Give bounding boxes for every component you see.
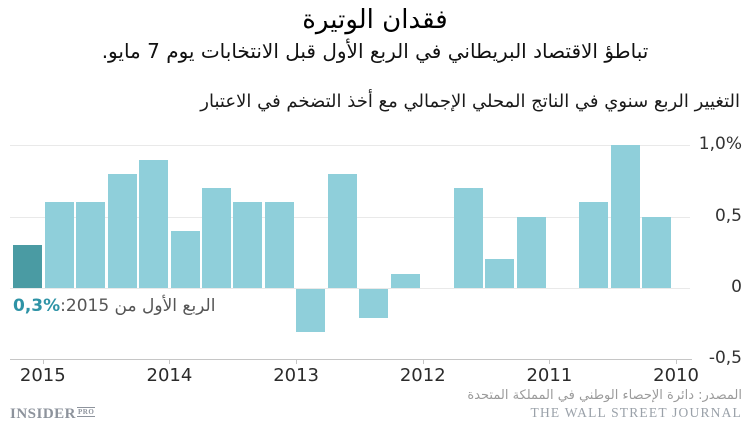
x-axis-tick-2011 (549, 359, 551, 364)
gridline-1,0% (10, 145, 690, 147)
bar-2013-q1 (264, 202, 294, 288)
bar-2013-q4 (170, 230, 200, 288)
x-axis-label-2014: 2014 (146, 365, 193, 386)
x-axis-tick-2013 (296, 359, 298, 364)
bar-2014-q1 (139, 159, 169, 288)
bar-2011-q1 (516, 216, 546, 288)
y-axis-label-0,5: 0,5 (714, 205, 742, 226)
bar-2011-q3 (453, 188, 483, 288)
x-axis-line (10, 359, 692, 361)
x-axis-label-2013: 2013 (273, 365, 319, 386)
annotation-label: الربع الأول من 2015: (60, 296, 216, 316)
x-axis-label-2015: 2015 (19, 365, 66, 386)
gridline-0 (10, 288, 690, 289)
bar-2010-q2 (610, 145, 640, 288)
x-axis-tick-2012 (422, 359, 424, 364)
bar-2012-q3 (327, 173, 357, 288)
y-axis-label--0,5: -0,5 (708, 348, 742, 369)
logo-insider-text: INSIDER (10, 406, 77, 422)
bar-2015-q1 (13, 245, 43, 288)
bar-2012-q2 (359, 289, 389, 318)
bar-2011-q2 (485, 259, 515, 288)
bar-2014-q2 (107, 173, 137, 288)
x-axis-tick-2015 (42, 359, 44, 364)
source-credit: المصدر: دائرة الإحصاء الوطني في المملكة … (467, 388, 742, 403)
bar-2014-q4 (44, 202, 74, 288)
bar-2012-q4 (296, 289, 326, 332)
bar-2013-q3 (202, 188, 231, 288)
wsj-logotype: THE WALL STREET JOURNAL (530, 405, 742, 420)
logo-pro-badge: PRO (77, 407, 96, 417)
x-axis-tick-2010 (676, 359, 678, 364)
chart-description: التغيير الربع سنوي في الناتج المحلي الإج… (200, 91, 740, 112)
bar-2012-q1 (390, 273, 420, 288)
insiderpro-logo: INSIDER PRO (10, 406, 96, 423)
x-axis-label-2011: 2011 (526, 365, 573, 386)
chart-title: فقدان الوتيرة (302, 5, 448, 35)
y-axis-label-1,0%: 1,0% (698, 134, 742, 155)
annotation-value: 0,3% (13, 296, 61, 316)
x-axis-label-2010: 2010 (653, 365, 699, 386)
annotation-q1-2015: 0,3% الربع الأول من 2015: (13, 296, 215, 316)
bar-2014-q3 (76, 202, 106, 288)
bar-2010-q1 (642, 216, 672, 288)
bar-2013-q2 (233, 202, 263, 288)
bar-2010-q3 (579, 202, 609, 288)
x-axis-label-2012: 2012 (399, 365, 446, 386)
x-axis-tick-2014 (169, 359, 171, 364)
chart-subtitle: تباطؤ الاقتصاد البريطاني في الربع الأول … (101, 39, 649, 63)
y-axis-label-0: 0 (731, 277, 742, 297)
